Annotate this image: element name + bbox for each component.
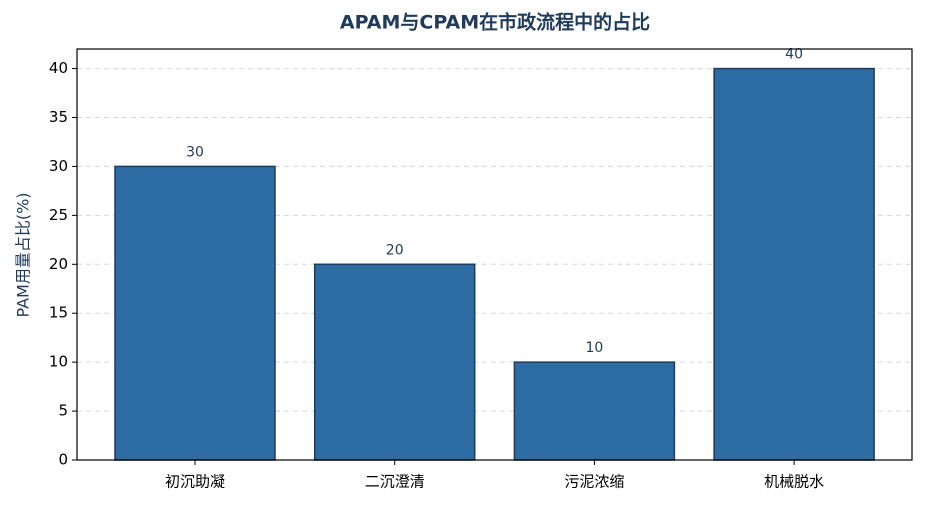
y-tick-label: 20: [49, 255, 68, 273]
y-tick-label: 40: [49, 59, 68, 77]
chart-title: APAM与CPAM在市政流程中的占比: [340, 11, 650, 34]
x-tick-label: 初沉助凝: [165, 473, 225, 491]
x-tick-label: 污泥浓缩: [564, 473, 624, 491]
y-axis-label: PAM用量占比(%): [14, 192, 33, 317]
plot-area: 0 5 10 15 20 25 30 35 40 30 初沉助凝 20 二沉澄清 10 污泥浓缩 40 机械脱水: [49, 47, 912, 491]
data-label: 10: [585, 340, 603, 356]
y-tick-label: 25: [49, 206, 68, 224]
x-tick-label: 机械脱水: [764, 473, 824, 491]
plot-frame: [76, 48, 913, 461]
bar: [313, 263, 476, 461]
y-tick-label: 10: [49, 353, 68, 371]
data-label: 40: [785, 47, 803, 63]
y-tick-label: 30: [49, 157, 68, 175]
data-label: 30: [186, 144, 204, 160]
y-tick-label: 0: [58, 451, 68, 469]
x-tick-label: 二沉澄清: [365, 473, 425, 491]
data-label: 20: [386, 242, 404, 258]
y-tick-label: 5: [58, 402, 68, 420]
y-tick-label: 35: [49, 108, 68, 126]
y-tick-label: 15: [49, 304, 68, 322]
bar: [114, 165, 276, 461]
bar: [713, 67, 875, 461]
bar: [513, 361, 676, 461]
